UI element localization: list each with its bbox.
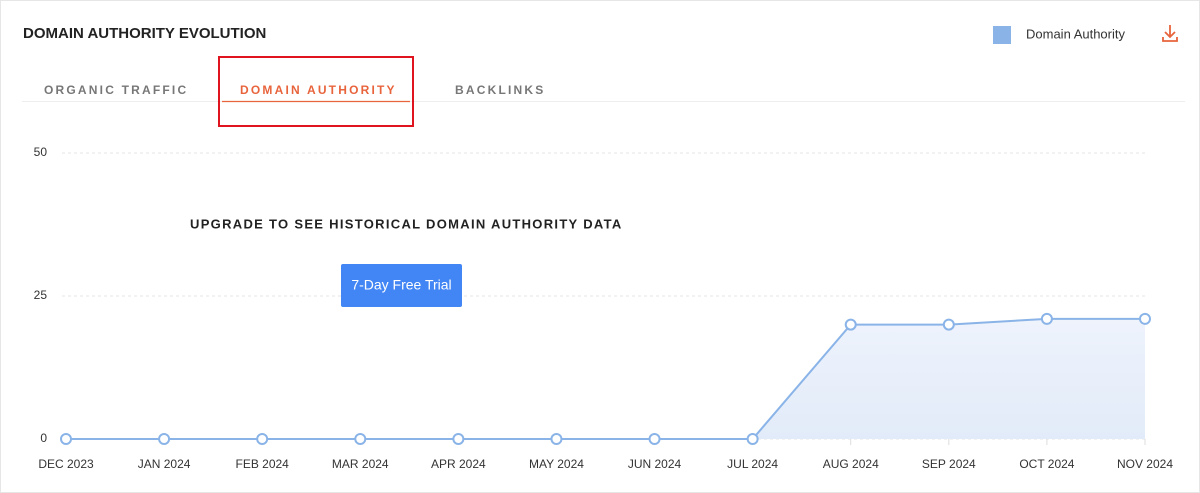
area [66,318,1145,439]
point [1139,312,1151,325]
x-tick-label: OCT 2024 [1019,457,1074,471]
point [158,433,171,445]
x-tick-label: JUN 2024 [628,457,682,471]
y-tick-label: 25 [34,288,48,302]
download-icon[interactable] [1162,25,1178,42]
legend-swatch [993,26,1011,44]
x-tick-label: FEB 2024 [235,457,289,471]
point [844,318,857,331]
trial-button[interactable]: 7-Day Free Trial [341,264,462,307]
x-tick-label: SEP 2024 [922,457,976,471]
button-bg [341,264,462,307]
x-tick-label: JAN 2024 [138,457,191,471]
tab[interactable]: BACKLINKS [455,83,545,97]
x-tick-label: NOV 2024 [1117,457,1173,471]
point [452,433,465,445]
chart-title: DOMAIN AUTHORITY EVOLUTION [23,25,266,42]
upgrade-message: UPGRADE TO SEE HISTORICAL DOMAIN AUTHORI… [190,216,623,231]
line [66,317,1145,440]
x-tick-label: DEC 2023 [38,457,94,471]
tab[interactable]: ORGANIC TRAFFIC [44,83,188,97]
y-tick-label: 50 [34,145,48,159]
point [60,433,72,445]
highlight-box [218,56,414,127]
point [550,433,563,445]
button-label: 7-Day Free Trial [351,277,451,293]
x-tick-label: MAY 2024 [529,457,584,471]
point [1040,312,1053,325]
point [942,318,955,331]
x-tick-label: MAR 2024 [332,457,389,471]
point [256,433,269,445]
x-tick-label: JUL 2024 [727,457,778,471]
point [354,433,367,445]
point [648,433,661,445]
y-tick-label: 0 [40,431,47,445]
legend-label: Domain Authority [1026,26,1125,41]
tab[interactable]: DOMAIN AUTHORITY [240,83,397,97]
x-tick-label: APR 2024 [431,457,486,471]
x-tick-label: AUG 2024 [823,457,879,471]
point [746,433,759,445]
